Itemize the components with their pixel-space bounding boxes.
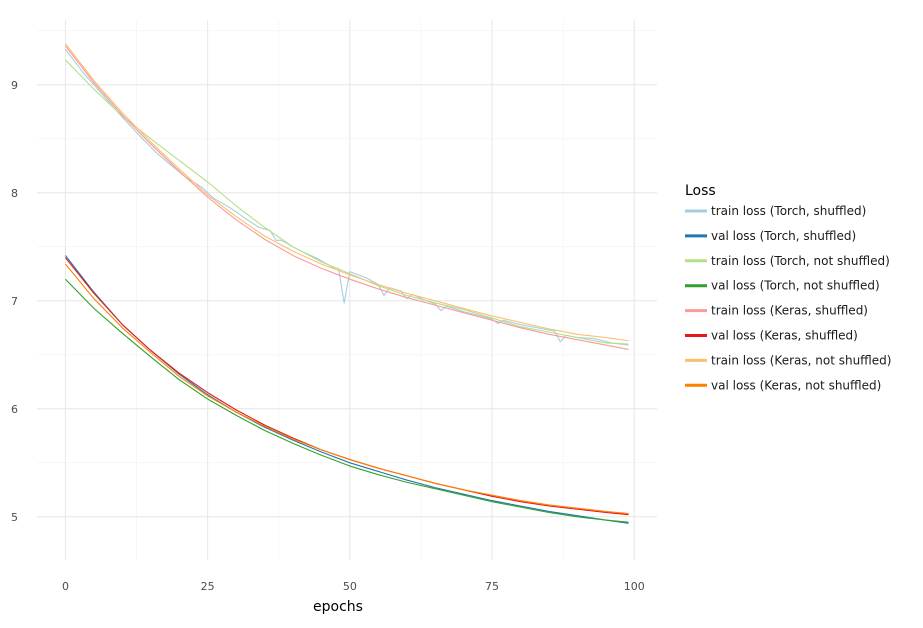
y-axis-ticks: 5 6 7 8 9: [11, 79, 18, 524]
legend-label: val loss (Keras, not shuffled): [711, 378, 881, 392]
series-line-8: [65, 263, 629, 515]
x-tick-label: 25: [201, 580, 215, 593]
series-line-6: [65, 257, 629, 516]
major-gridlines: [37, 20, 657, 560]
y-tick-label: 6: [11, 403, 18, 416]
legend-item: val loss (Torch, shuffled): [685, 229, 856, 243]
legend-label: train loss (Keras, not shuffled): [711, 353, 891, 367]
x-tick-label: 100: [624, 580, 645, 593]
series-line-5: [65, 45, 629, 350]
minor-gridlines: [37, 20, 657, 560]
y-tick-label: 8: [11, 187, 18, 200]
legend-label: val loss (Torch, shuffled): [711, 229, 856, 243]
legend-item: train loss (Torch, not shuffled): [685, 254, 890, 268]
legend-item: val loss (Torch, not shuffled): [685, 279, 880, 293]
x-tick-label: 0: [62, 580, 69, 593]
legend-title: Loss: [685, 183, 716, 199]
x-tick-label: 50: [343, 580, 357, 593]
legend-item: train loss (Keras, shuffled): [685, 304, 868, 318]
legend-label: val loss (Torch, not shuffled): [711, 279, 880, 293]
legend-label: val loss (Keras, shuffled): [711, 329, 858, 343]
y-tick-label: 9: [11, 79, 18, 92]
legend-label: train loss (Torch, shuffled): [711, 204, 866, 218]
series-line-3: [65, 59, 629, 345]
legend-label: train loss (Keras, shuffled): [711, 304, 868, 318]
legend-label: train loss (Torch, not shuffled): [711, 254, 890, 268]
series-line-7: [65, 43, 629, 342]
legend-item: train loss (Torch, shuffled): [685, 204, 866, 218]
y-tick-label: 5: [11, 511, 18, 524]
x-axis-title: epochs: [313, 599, 363, 615]
series-line-4: [65, 278, 629, 523]
series-line-2: [65, 255, 629, 524]
y-tick-label: 7: [11, 295, 18, 308]
x-tick-label: 75: [485, 580, 499, 593]
legend-item: train loss (Keras, not shuffled): [685, 353, 891, 367]
legend-item: val loss (Keras, shuffled): [685, 329, 858, 343]
x-axis-ticks: 0 25 50 75 100: [62, 580, 645, 593]
series-lines: [65, 43, 629, 524]
legend-items: train loss (Torch, shuffled) val loss (To…: [685, 204, 891, 392]
legend: Loss train loss (Torch, shuffled) val los…: [685, 183, 891, 392]
legend-item: val loss (Keras, not shuffled): [685, 378, 881, 392]
